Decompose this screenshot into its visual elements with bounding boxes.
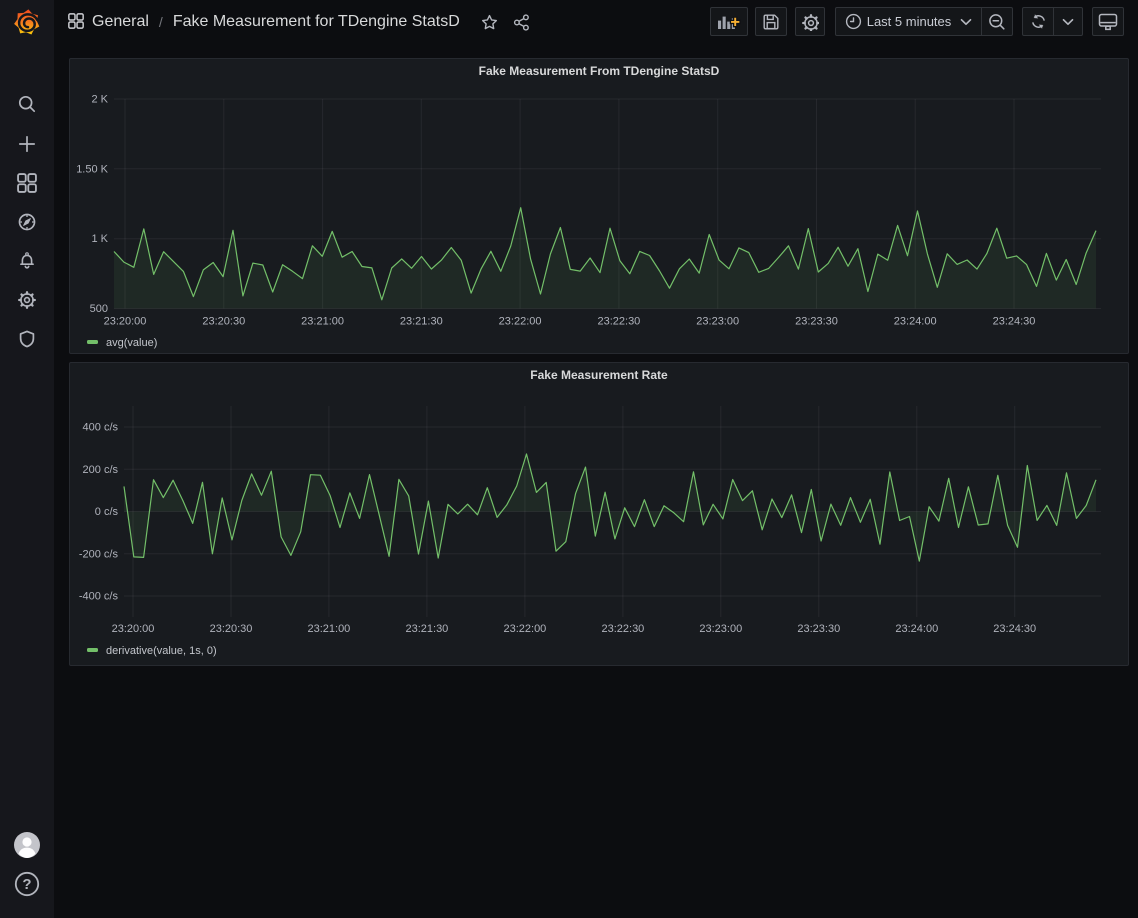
svg-text:23:22:00: 23:22:00 [499,316,542,328]
svg-text:23:23:30: 23:23:30 [795,316,838,328]
svg-text:23:20:30: 23:20:30 [210,623,253,635]
svg-text:23:20:00: 23:20:00 [104,316,147,328]
svg-text:500: 500 [90,303,108,315]
svg-text:23:21:30: 23:21:30 [400,316,443,328]
svg-text:23:20:30: 23:20:30 [202,316,245,328]
svg-text:23:24:30: 23:24:30 [993,623,1036,635]
svg-text:23:23:30: 23:23:30 [797,623,840,635]
svg-text:23:21:00: 23:21:00 [307,623,350,635]
svg-text:23:21:00: 23:21:00 [301,316,344,328]
svg-text:23:22:30: 23:22:30 [601,623,644,635]
svg-text:23:23:00: 23:23:00 [699,623,742,635]
svg-text:1.50 K: 1.50 K [76,163,108,175]
svg-text:23:22:00: 23:22:00 [503,623,546,635]
svg-text:23:23:00: 23:23:00 [696,316,739,328]
svg-text:200 c/s: 200 c/s [83,464,119,476]
svg-text:1 K: 1 K [91,233,108,245]
svg-text:400 c/s: 400 c/s [83,422,119,434]
svg-text:23:20:00: 23:20:00 [112,623,155,635]
svg-text:23:22:30: 23:22:30 [597,316,640,328]
svg-text:0 c/s: 0 c/s [95,506,119,518]
svg-text:-400 c/s: -400 c/s [79,591,119,603]
svg-text:23:21:30: 23:21:30 [405,623,448,635]
svg-text:-200 c/s: -200 c/s [79,548,119,560]
svg-text:23:24:00: 23:24:00 [894,316,937,328]
svg-text:?: ? [22,876,31,893]
svg-text:derivative(value, 1s, 0): derivative(value, 1s, 0) [106,645,217,657]
svg-text:23:24:00: 23:24:00 [895,623,938,635]
svg-text:2 K: 2 K [91,94,108,106]
svg-text:avg(value): avg(value) [106,337,157,349]
svg-text:23:24:30: 23:24:30 [993,316,1036,328]
